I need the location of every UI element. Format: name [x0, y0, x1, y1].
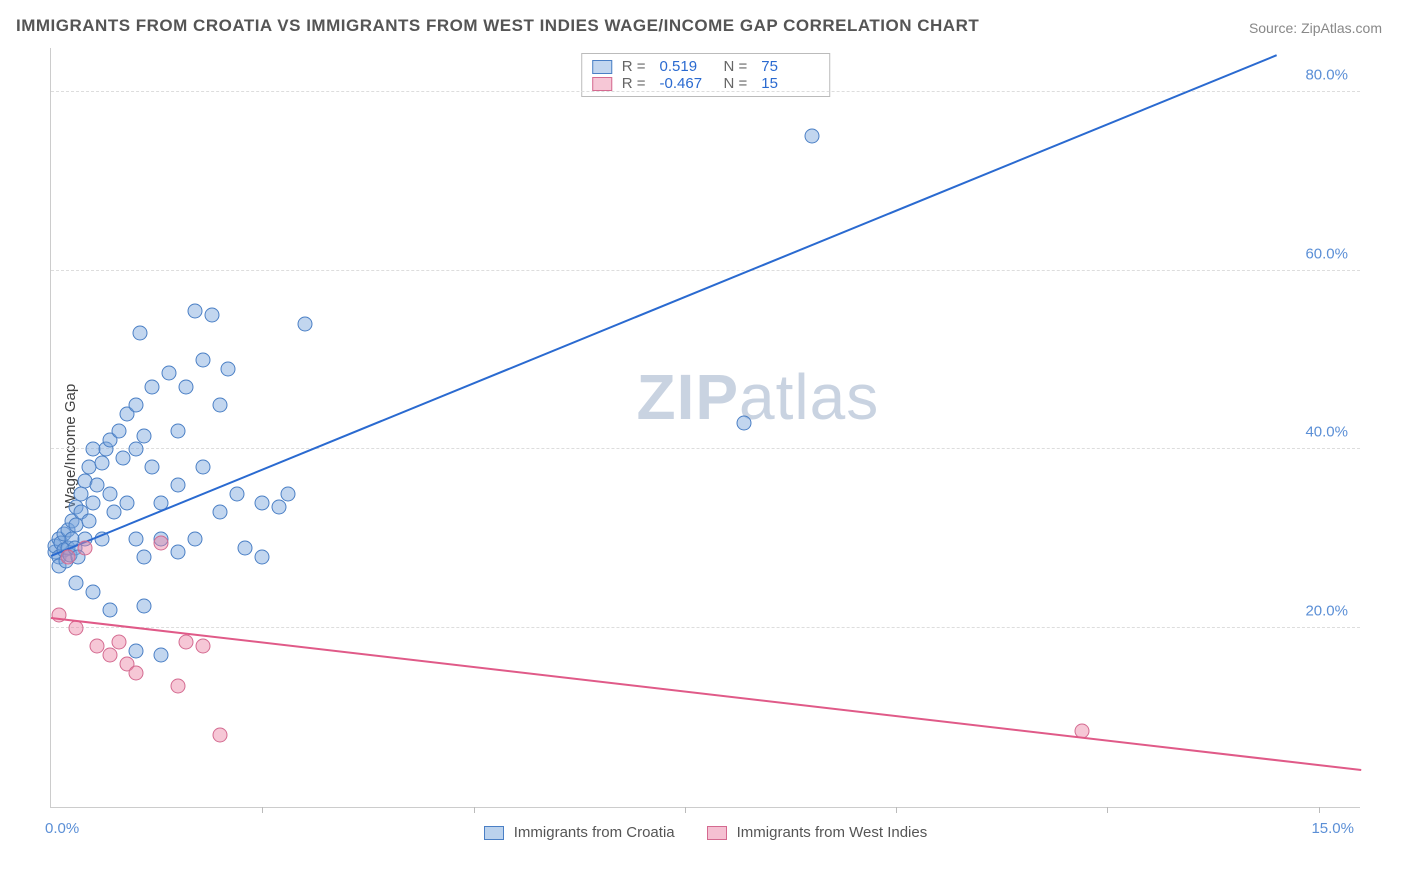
data-point-croatia — [804, 129, 819, 144]
x-tick — [896, 807, 897, 813]
gridline-h — [51, 448, 1360, 449]
data-point-croatia — [213, 397, 228, 412]
x-tick — [474, 807, 475, 813]
data-point-croatia — [128, 442, 143, 457]
data-point-croatia — [86, 496, 101, 511]
r-label: R = — [622, 58, 646, 75]
legend-label: Immigrants from West Indies — [737, 824, 928, 841]
data-point-croatia — [170, 545, 185, 560]
x-tick-label-left: 0.0% — [45, 820, 79, 837]
data-point-croatia — [255, 496, 270, 511]
data-point-croatia — [204, 308, 219, 323]
data-point-croatia — [162, 366, 177, 381]
x-tick — [1107, 807, 1108, 813]
r-value-westindies: -0.467 — [660, 75, 710, 92]
watermark-bold: ZIP — [636, 361, 739, 433]
data-point-croatia — [136, 428, 151, 443]
data-point-croatia — [179, 379, 194, 394]
chart-title: IMMIGRANTS FROM CROATIA VS IMMIGRANTS FR… — [16, 16, 979, 36]
data-point-croatia — [132, 326, 147, 341]
data-point-croatia — [170, 424, 185, 439]
watermark: ZIPatlas — [636, 360, 879, 434]
data-point-westindies — [153, 536, 168, 551]
plot-area: ZIPatlas R =0.519N =75R =-0.467N =15 Imm… — [50, 48, 1360, 808]
data-point-croatia — [69, 576, 84, 591]
data-point-westindies — [103, 648, 118, 663]
data-point-croatia — [196, 460, 211, 475]
legend-swatch — [484, 826, 504, 840]
data-point-croatia — [187, 531, 202, 546]
x-tick — [262, 807, 263, 813]
r-label: R = — [622, 75, 646, 92]
data-point-croatia — [255, 549, 270, 564]
y-tick-label: 80.0% — [1305, 66, 1348, 83]
data-point-croatia — [103, 487, 118, 502]
data-point-croatia — [238, 540, 253, 555]
data-point-croatia — [153, 648, 168, 663]
legend-swatch-westindies — [592, 77, 612, 91]
regression-line-westindies — [51, 617, 1361, 771]
x-tick-label-right: 15.0% — [1311, 820, 1354, 837]
data-point-croatia — [136, 549, 151, 564]
data-point-croatia — [221, 361, 236, 376]
data-point-croatia — [94, 455, 109, 470]
n-value-croatia: 75 — [761, 58, 811, 75]
data-point-croatia — [297, 317, 312, 332]
legend-row-croatia: R = 0.519 N = 75 — [592, 58, 820, 75]
data-point-westindies — [111, 634, 126, 649]
data-point-croatia — [120, 496, 135, 511]
gridline-h — [51, 627, 1360, 628]
legend-item-0: Immigrants from Croatia — [484, 824, 675, 841]
data-point-croatia — [229, 487, 244, 502]
x-tick — [1319, 807, 1320, 813]
source-attribution: Source: ZipAtlas.com — [1249, 20, 1382, 36]
data-point-croatia — [86, 585, 101, 600]
data-point-westindies — [170, 679, 185, 694]
legend-row-westindies: R = -0.467 N = 15 — [592, 75, 820, 92]
y-tick-label: 40.0% — [1305, 424, 1348, 441]
n-value-westindies: 15 — [761, 75, 811, 92]
data-point-croatia — [128, 531, 143, 546]
data-point-croatia — [170, 478, 185, 493]
legend-swatch-croatia — [592, 60, 612, 74]
data-point-westindies — [77, 540, 92, 555]
data-point-croatia — [737, 415, 752, 430]
data-point-croatia — [128, 643, 143, 658]
regression-line-croatia — [51, 54, 1277, 557]
data-point-westindies — [179, 634, 194, 649]
series-legend: Immigrants from Croatia Immigrants from W… — [51, 824, 1360, 841]
n-label: N = — [724, 58, 748, 75]
data-point-westindies — [196, 639, 211, 654]
watermark-rest: atlas — [739, 361, 879, 433]
legend-item-1: Immigrants from West Indies — [707, 824, 928, 841]
data-point-croatia — [111, 424, 126, 439]
gridline-h — [51, 270, 1360, 271]
data-point-westindies — [213, 728, 228, 743]
data-point-croatia — [82, 513, 97, 528]
data-point-croatia — [136, 598, 151, 613]
x-tick — [685, 807, 686, 813]
data-point-croatia — [128, 397, 143, 412]
data-point-croatia — [213, 504, 228, 519]
y-tick-label: 20.0% — [1305, 603, 1348, 620]
data-point-westindies — [69, 621, 84, 636]
data-point-westindies — [60, 549, 75, 564]
data-point-croatia — [145, 379, 160, 394]
data-point-croatia — [187, 303, 202, 318]
gridline-h — [51, 91, 1360, 92]
r-value-croatia: 0.519 — [660, 58, 710, 75]
data-point-croatia — [145, 460, 160, 475]
data-point-croatia — [272, 500, 287, 515]
data-point-croatia — [196, 352, 211, 367]
y-tick-label: 60.0% — [1305, 245, 1348, 262]
legend-label: Immigrants from Croatia — [514, 824, 675, 841]
data-point-westindies — [128, 665, 143, 680]
n-label: N = — [724, 75, 748, 92]
data-point-croatia — [103, 603, 118, 618]
data-point-croatia — [280, 487, 295, 502]
legend-swatch — [707, 826, 727, 840]
